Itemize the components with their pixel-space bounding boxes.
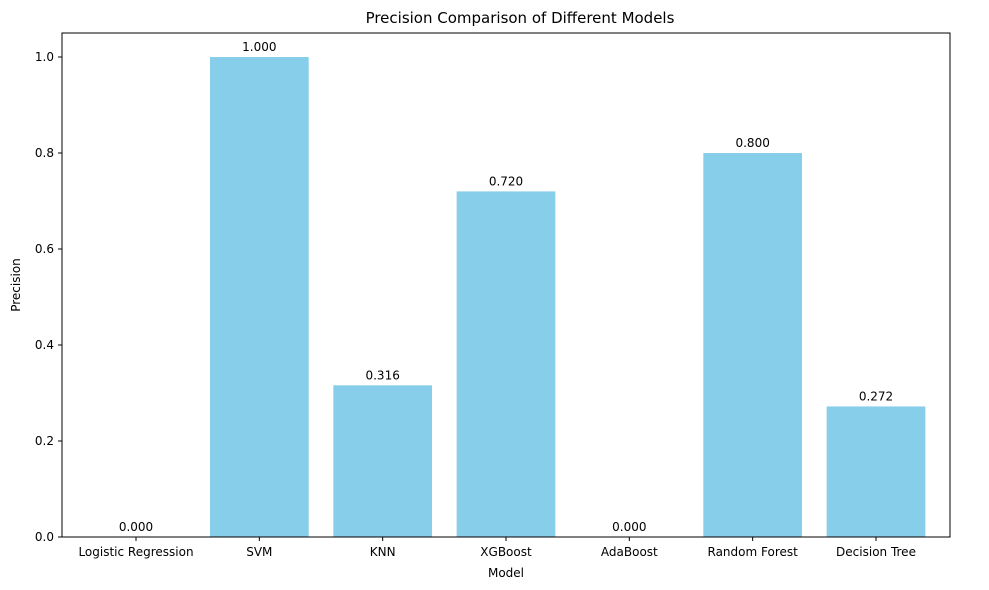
y-tick-label: 0.8: [35, 146, 54, 160]
y-tick-label: 0.6: [35, 242, 54, 256]
x-tick-label: KNN: [370, 545, 396, 559]
chart-title: Precision Comparison of Different Models: [366, 9, 675, 27]
y-tick-label: 1.0: [35, 50, 54, 64]
x-tick-label: Random Forest: [708, 545, 799, 559]
bar-value-label: 1.000: [242, 40, 276, 54]
y-tick-label: 0.4: [35, 338, 54, 352]
bar-value-label: 0.316: [365, 368, 399, 382]
y-axis-label: Precision: [9, 258, 23, 312]
bar: [333, 385, 432, 537]
x-tick-label: Decision Tree: [836, 545, 916, 559]
bar-value-label: 0.000: [119, 520, 153, 534]
x-tick-label: XGBoost: [480, 545, 532, 559]
x-tick-label: Logistic Regression: [78, 545, 193, 559]
plot-area: 0.000 Logistic Regression 1.000 SVM 0.316 KNN…: [35, 40, 926, 559]
bar: [703, 153, 802, 537]
axes-frame: [61, 32, 951, 538]
bar: [456, 191, 556, 537]
bar-value-label: 0.000: [612, 520, 646, 534]
y-tick-label: 0.2: [35, 434, 54, 448]
x-tick-label: SVM: [246, 545, 272, 559]
y-tick-label: 0.0: [35, 530, 54, 544]
bar: [210, 57, 309, 537]
bar-value-label: 0.272: [859, 389, 893, 403]
x-tick-label: AdaBoost: [601, 545, 658, 559]
bar-value-label: 0.720: [489, 174, 523, 188]
bar-value-label: 0.800: [735, 136, 769, 150]
bar: [826, 406, 926, 537]
x-axis-label: Model: [488, 566, 524, 580]
